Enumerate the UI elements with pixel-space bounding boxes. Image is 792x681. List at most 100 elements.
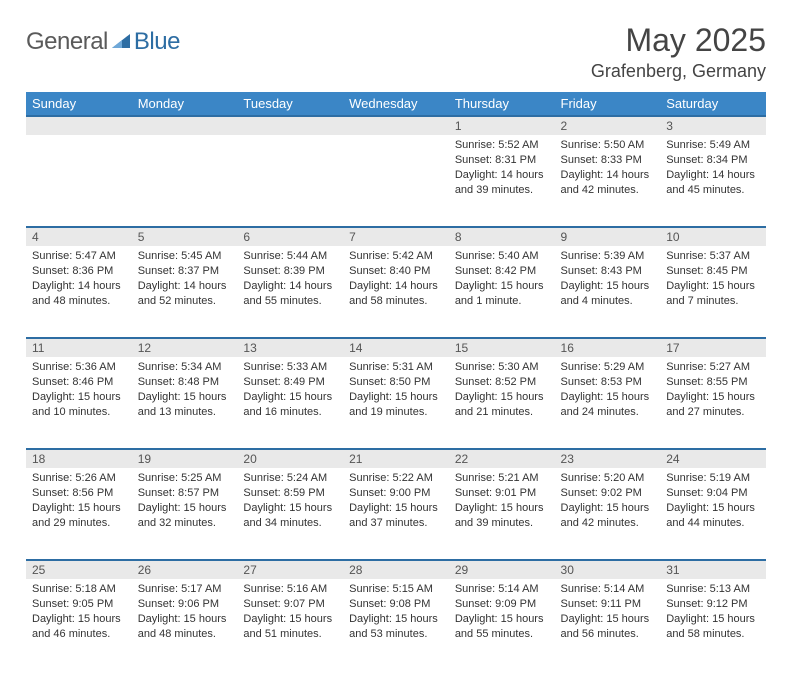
daylight-line: Daylight: 15 hours and 13 minutes. [138,390,232,420]
daylight-line: Daylight: 15 hours and 4 minutes. [561,279,655,309]
day-cell-body: Sunrise: 5:37 AMSunset: 8:45 PMDaylight:… [660,246,766,312]
day-number-cell: 23 [555,449,661,468]
daylight-line: Daylight: 15 hours and 37 minutes. [349,501,443,531]
month-title: May 2025 [591,22,766,59]
sunset-line: Sunset: 8:34 PM [666,153,760,168]
day-cell-body: Sunrise: 5:45 AMSunset: 8:37 PMDaylight:… [132,246,238,312]
day-cell-body: Sunrise: 5:29 AMSunset: 8:53 PMDaylight:… [555,357,661,423]
day-number-cell: 2 [555,116,661,135]
day-number-cell: 6 [237,227,343,246]
day-number-cell: 12 [132,338,238,357]
day-cell [237,135,343,227]
daylight-line: Daylight: 15 hours and 34 minutes. [243,501,337,531]
sunset-line: Sunset: 8:50 PM [349,375,443,390]
daylight-line: Daylight: 15 hours and 46 minutes. [32,612,126,642]
sunset-line: Sunset: 9:01 PM [455,486,549,501]
sunset-line: Sunset: 8:33 PM [561,153,655,168]
day-number-cell: 17 [660,338,766,357]
sunset-line: Sunset: 8:37 PM [138,264,232,279]
day-cell-body: Sunrise: 5:42 AMSunset: 8:40 PMDaylight:… [343,246,449,312]
day-cell-body: Sunrise: 5:44 AMSunset: 8:39 PMDaylight:… [237,246,343,312]
day-cell: Sunrise: 5:24 AMSunset: 8:59 PMDaylight:… [237,468,343,560]
day-cell-body: Sunrise: 5:17 AMSunset: 9:06 PMDaylight:… [132,579,238,645]
calendar-page: General Blue May 2025 Grafenberg, German… [0,0,792,681]
daylight-line: Daylight: 14 hours and 39 minutes. [455,168,549,198]
sunrise-line: Sunrise: 5:40 AM [455,249,549,264]
sunrise-line: Sunrise: 5:18 AM [32,582,126,597]
sunset-line: Sunset: 8:59 PM [243,486,337,501]
sunrise-line: Sunrise: 5:44 AM [243,249,337,264]
day-number-cell [26,116,132,135]
sunset-line: Sunset: 9:04 PM [666,486,760,501]
day-cell-body: Sunrise: 5:30 AMSunset: 8:52 PMDaylight:… [449,357,555,423]
daylight-line: Daylight: 14 hours and 58 minutes. [349,279,443,309]
sunrise-line: Sunrise: 5:31 AM [349,360,443,375]
day-cell [132,135,238,227]
day-cell: Sunrise: 5:45 AMSunset: 8:37 PMDaylight:… [132,246,238,338]
daylight-line: Daylight: 14 hours and 42 minutes. [561,168,655,198]
day-cell: Sunrise: 5:47 AMSunset: 8:36 PMDaylight:… [26,246,132,338]
sunset-line: Sunset: 8:55 PM [666,375,760,390]
day-cell-body: Sunrise: 5:36 AMSunset: 8:46 PMDaylight:… [26,357,132,423]
day-cell-body: Sunrise: 5:50 AMSunset: 8:33 PMDaylight:… [555,135,661,201]
day-cell-body: Sunrise: 5:20 AMSunset: 9:02 PMDaylight:… [555,468,661,534]
day-cell: Sunrise: 5:25 AMSunset: 8:57 PMDaylight:… [132,468,238,560]
sunset-line: Sunset: 9:11 PM [561,597,655,612]
sunset-line: Sunset: 8:53 PM [561,375,655,390]
weekday-header: Friday [555,92,661,116]
day-cell-body: Sunrise: 5:26 AMSunset: 8:56 PMDaylight:… [26,468,132,534]
sunset-line: Sunset: 8:39 PM [243,264,337,279]
sunset-line: Sunset: 9:09 PM [455,597,549,612]
day-cell: Sunrise: 5:17 AMSunset: 9:06 PMDaylight:… [132,579,238,671]
daynum-row: 18192021222324 [26,449,766,468]
day-cell: Sunrise: 5:20 AMSunset: 9:02 PMDaylight:… [555,468,661,560]
brand-name-grey: General [26,28,108,56]
sunrise-line: Sunrise: 5:42 AM [349,249,443,264]
day-cell: Sunrise: 5:52 AMSunset: 8:31 PMDaylight:… [449,135,555,227]
day-number-cell: 5 [132,227,238,246]
weekday-header: Thursday [449,92,555,116]
day-number-cell: 4 [26,227,132,246]
daynum-row: 45678910 [26,227,766,246]
day-number-cell: 16 [555,338,661,357]
sunrise-line: Sunrise: 5:39 AM [561,249,655,264]
day-number-cell: 13 [237,338,343,357]
sunrise-line: Sunrise: 5:52 AM [455,138,549,153]
day-cell: Sunrise: 5:27 AMSunset: 8:55 PMDaylight:… [660,357,766,449]
day-cell: Sunrise: 5:22 AMSunset: 9:00 PMDaylight:… [343,468,449,560]
daynum-row: 11121314151617 [26,338,766,357]
day-cell-body: Sunrise: 5:14 AMSunset: 9:11 PMDaylight:… [555,579,661,645]
day-number-cell: 10 [660,227,766,246]
daylight-line: Daylight: 14 hours and 55 minutes. [243,279,337,309]
sunrise-line: Sunrise: 5:49 AM [666,138,760,153]
daylight-line: Daylight: 15 hours and 44 minutes. [666,501,760,531]
day-cell: Sunrise: 5:14 AMSunset: 9:11 PMDaylight:… [555,579,661,671]
daylight-line: Daylight: 15 hours and 53 minutes. [349,612,443,642]
sunset-line: Sunset: 9:12 PM [666,597,760,612]
day-number-cell: 29 [449,560,555,579]
day-number-cell: 27 [237,560,343,579]
day-cell: Sunrise: 5:33 AMSunset: 8:49 PMDaylight:… [237,357,343,449]
day-cell-body: Sunrise: 5:18 AMSunset: 9:05 PMDaylight:… [26,579,132,645]
location-label: Grafenberg, Germany [591,61,766,82]
daylight-line: Daylight: 14 hours and 45 minutes. [666,168,760,198]
sunrise-line: Sunrise: 5:45 AM [138,249,232,264]
brand-triangle-icon [112,34,130,48]
daylight-line: Daylight: 14 hours and 52 minutes. [138,279,232,309]
sunrise-line: Sunrise: 5:26 AM [32,471,126,486]
daylight-line: Daylight: 15 hours and 58 minutes. [666,612,760,642]
sunset-line: Sunset: 9:07 PM [243,597,337,612]
day-number-cell: 18 [26,449,132,468]
day-cell: Sunrise: 5:37 AMSunset: 8:45 PMDaylight:… [660,246,766,338]
week-row: Sunrise: 5:18 AMSunset: 9:05 PMDaylight:… [26,579,766,671]
day-cell: Sunrise: 5:16 AMSunset: 9:07 PMDaylight:… [237,579,343,671]
daylight-line: Daylight: 15 hours and 48 minutes. [138,612,232,642]
sunrise-line: Sunrise: 5:14 AM [561,582,655,597]
week-row: Sunrise: 5:52 AMSunset: 8:31 PMDaylight:… [26,135,766,227]
day-cell-body: Sunrise: 5:34 AMSunset: 8:48 PMDaylight:… [132,357,238,423]
weekday-header: Sunday [26,92,132,116]
sunrise-line: Sunrise: 5:25 AM [138,471,232,486]
day-cell: Sunrise: 5:31 AMSunset: 8:50 PMDaylight:… [343,357,449,449]
day-number-cell: 7 [343,227,449,246]
sunrise-line: Sunrise: 5:33 AM [243,360,337,375]
